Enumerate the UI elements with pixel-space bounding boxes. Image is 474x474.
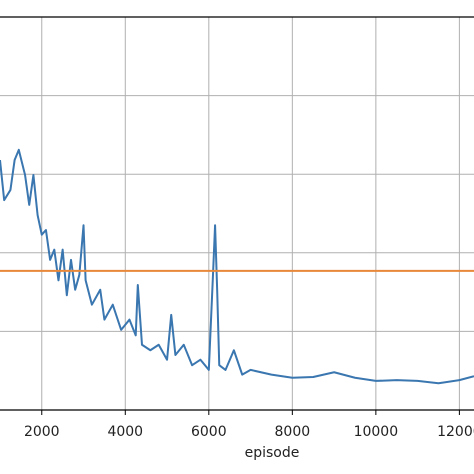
x-axis-label: episode bbox=[245, 445, 300, 461]
x-tick-label: 6000 bbox=[191, 424, 227, 440]
x-tick-label: 2000 bbox=[24, 424, 60, 440]
x-tick-label: 10000 bbox=[354, 424, 399, 440]
series-line bbox=[0, 148, 474, 385]
x-tick-label: 4000 bbox=[107, 424, 143, 440]
x-tick-label: 8000 bbox=[275, 424, 311, 440]
x-tick-label: 12000 bbox=[437, 424, 474, 440]
